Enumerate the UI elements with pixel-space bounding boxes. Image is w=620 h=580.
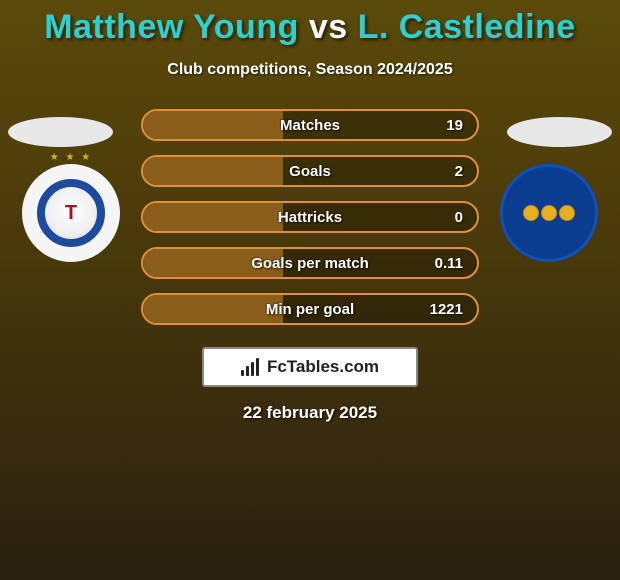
vs-text: vs	[309, 8, 348, 46]
logo-box: FcTables.com	[202, 347, 418, 387]
page-title: Matthew Young vs L. Castledine	[0, 0, 620, 47]
club-badge-right	[500, 164, 598, 262]
bar-value: 2	[455, 163, 463, 180]
bar-value: 1221	[430, 301, 463, 318]
lion-icon	[541, 205, 557, 221]
player2-name: L. Castledine	[358, 8, 576, 46]
bar-label: Goals	[143, 163, 477, 180]
content-area: ★ ★ ★ T Matches19 Goals2 Hattricks0 Goals p…	[0, 109, 620, 423]
chart-icon	[241, 358, 261, 376]
stars-icon: ★ ★ ★	[22, 152, 120, 163]
bar-value: 19	[446, 117, 463, 134]
bar-label: Min per goal	[143, 301, 477, 318]
lion-icon	[523, 205, 539, 221]
crest-right	[519, 183, 579, 243]
stat-bar: Goals2	[141, 155, 479, 187]
stat-bar: Min per goal1221	[141, 293, 479, 325]
club-badge-left: ★ ★ ★ T	[22, 164, 120, 262]
lion-icon	[559, 205, 575, 221]
subtitle: Club competitions, Season 2024/2025	[0, 61, 620, 79]
crest-left: T	[37, 179, 105, 247]
bar-value: 0	[455, 209, 463, 226]
stat-bar: Hattricks0	[141, 201, 479, 233]
crest-left-mark: T	[65, 202, 77, 225]
date-text: 22 february 2025	[0, 403, 620, 423]
stat-bar: Matches19	[141, 109, 479, 141]
bar-label: Goals per match	[143, 255, 477, 272]
bar-label: Matches	[143, 117, 477, 134]
bar-label: Hattricks	[143, 209, 477, 226]
stat-bar: Goals per match0.11	[141, 247, 479, 279]
right-ellipse	[507, 117, 612, 147]
logo-text: FcTables.com	[267, 357, 379, 377]
player1-name: Matthew Young	[44, 8, 299, 46]
stat-bars: Matches19 Goals2 Hattricks0 Goals per match…	[141, 109, 479, 325]
left-ellipse	[8, 117, 113, 147]
bar-value: 0.11	[435, 255, 463, 272]
